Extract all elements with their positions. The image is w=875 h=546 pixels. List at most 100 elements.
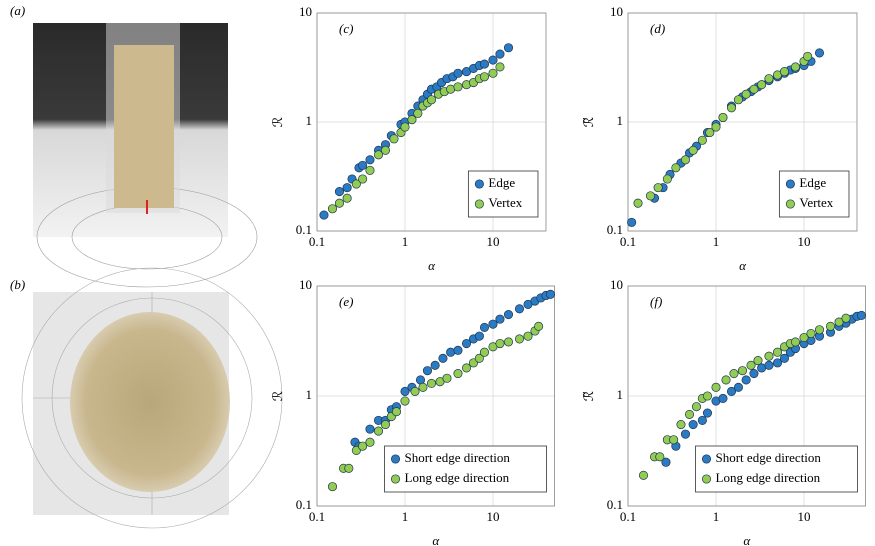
data-point [488,55,498,65]
panel-label: (c) [339,21,353,36]
data-point [697,415,707,425]
data-point [523,331,533,341]
data-point [702,391,713,401]
data-point [373,150,384,160]
data-point [799,332,809,343]
data-point [365,424,375,434]
x-tick-label: 0.1 [620,234,636,249]
data-point [702,408,713,418]
legend-marker [701,454,712,464]
data-point [733,95,744,105]
data-point [676,420,686,430]
data-point [534,321,544,331]
legend-label: Long edge direction [405,470,510,485]
data-point [662,174,672,184]
data-point [351,445,361,455]
y-tick-label: 1 [306,387,313,402]
data-point [495,338,505,349]
panel-label: (a) [10,3,25,18]
data-point [453,345,463,355]
data-point [495,62,505,72]
data-point [474,331,484,341]
x-tick-label: 10 [798,234,811,249]
data-point [400,386,410,396]
data-point [825,321,836,331]
data-point [779,353,790,363]
y-axis-label: ℛ [270,391,285,401]
data-point [746,360,756,370]
data-point [814,325,825,335]
legend-marker [474,179,484,189]
data-point [426,378,437,389]
data-point [380,145,391,155]
data-point [365,437,375,447]
x-tick-label: 1 [713,509,720,524]
y-tick-label: 10 [610,4,623,19]
data-point [655,452,665,462]
data-point [410,386,420,396]
data-point [661,457,671,467]
legend-box [384,445,547,493]
y-axis-label: ℛ̃ [581,117,596,127]
data-point [627,217,637,227]
data-point [400,122,410,132]
data-point [358,174,368,184]
data-point [705,128,715,138]
legend-box [778,170,850,218]
y-tick-label: 10 [299,277,312,292]
legend-label: Long edge direction [716,470,821,485]
data-point [358,441,368,451]
legend-marker [474,199,484,209]
data-point [453,368,463,379]
data-point [688,420,698,430]
legend-marker [390,474,401,484]
data-point [453,68,463,78]
data-point [718,393,728,404]
data-point [426,95,437,105]
legend-label: Short edge direction [405,450,511,465]
data-point [461,363,472,373]
data-point [327,204,338,214]
x-tick-label: 10 [487,509,500,524]
data-point [442,373,452,383]
data-point [407,115,417,125]
plot-frame [627,12,858,232]
data-point [319,210,329,220]
data-point [764,351,774,361]
data-point [638,470,649,480]
y-tick-label: 0.1 [607,222,623,237]
data-point [669,435,679,445]
x-tick-label: 1 [713,234,720,249]
data-point [400,396,410,406]
data-point [753,356,763,366]
x-tick-label: 0.1 [309,234,325,249]
data-point [503,337,514,347]
data-point [772,347,783,357]
data-point [790,337,801,347]
data-point [479,59,490,69]
x-tick-label: 0.1 [620,509,636,524]
data-point [461,338,472,349]
data-point [422,366,433,376]
data-point [711,122,721,132]
legend-label: Short edge direction [716,450,822,465]
data-point [803,51,813,61]
data-point [474,353,484,363]
data-point [633,198,643,208]
data-point [495,314,505,324]
data-point [358,160,368,170]
y-tick-label: 1 [306,113,313,128]
y-tick-label: 1 [617,113,624,128]
data-point [733,382,744,392]
data-point [779,67,790,77]
x-tick-label: 1 [402,234,409,249]
x-axis-label: α [739,258,747,273]
data-point [718,112,728,123]
data-point [684,409,695,419]
data-point [772,358,783,368]
data-point [737,366,748,376]
legend-label: Edge [799,175,826,190]
legend-label: Vertex [488,195,522,210]
data-point [488,319,498,329]
